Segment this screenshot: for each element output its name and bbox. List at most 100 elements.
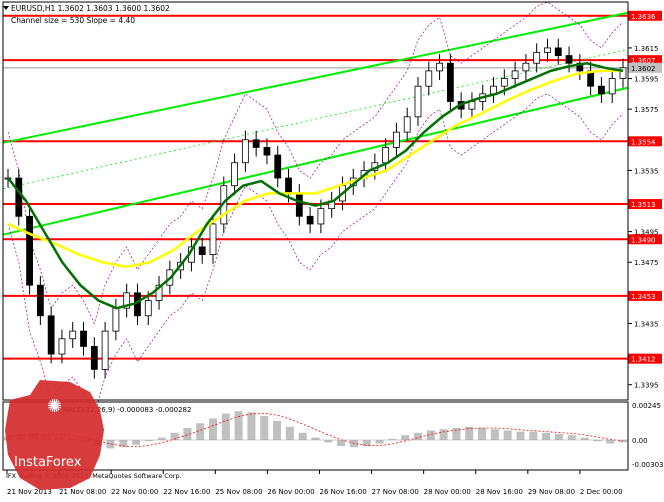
level-badge (628, 234, 662, 245)
envelope-bands (7, 1, 624, 417)
candle-body (295, 192, 303, 217)
candle-body (414, 85, 422, 118)
candle-body (123, 292, 131, 309)
candle-body (490, 85, 497, 95)
candle-body (36, 284, 44, 317)
price-tick-label: 1.3615 (634, 45, 659, 53)
candle-body (252, 139, 260, 148)
macd-plot-frame (2, 401, 629, 471)
candle-body (511, 70, 519, 79)
candle-body (382, 147, 390, 164)
price-tick-label: 1.3495 (634, 229, 659, 237)
time-tick-label: 2 Dec 00:00 (580, 488, 623, 496)
macd-bar (106, 440, 115, 449)
ema-slow-line (7, 69, 623, 269)
logo-icon: ✺ (47, 396, 62, 417)
candle-body (425, 70, 433, 87)
channel-line (2, 11, 629, 144)
macd-bar (311, 437, 320, 440)
candle-body (263, 147, 271, 156)
candle-body (241, 139, 249, 164)
channel-line (2, 86, 629, 236)
macd-bar (529, 431, 538, 440)
candle-body (101, 330, 109, 370)
instaforex-logo: ✺ InstaForex (5, 380, 104, 490)
macd-bar (465, 426, 474, 440)
macd-bar (426, 430, 435, 440)
time-tick-label: 21 Nov 08:00 (59, 488, 106, 496)
price-plot-frame (2, 1, 629, 401)
macd-label: MACD(12,26,9) -0.000083 -0.000282 (62, 406, 191, 414)
candle-body (112, 307, 120, 332)
macd-bar (221, 413, 230, 440)
macd-bar (516, 431, 525, 440)
envelope-upper (7, 1, 624, 325)
price-tick-label: 1.3595 (634, 76, 659, 84)
macd-bar (452, 428, 461, 440)
time-tick-label: 26 Nov 00:00 (267, 488, 314, 496)
macd-axis-label: -0.00303 (632, 461, 663, 469)
macd-bar (170, 432, 179, 440)
time-tick-label: 21 Nov 2013 (7, 488, 52, 496)
macd-bar (606, 440, 615, 444)
candle-body (544, 47, 551, 53)
level-badge (628, 290, 662, 301)
macd-axis-label: 0.00245 (632, 402, 661, 410)
level-badge (628, 199, 662, 210)
copyright-watermark: IFX Trading © 2001-2013, MetaQuotes Soft… (6, 472, 182, 480)
price-tick-label: 1.3535 (634, 167, 659, 175)
macd-bar (144, 440, 153, 442)
candle-body (608, 78, 616, 95)
candle-body (58, 338, 66, 355)
candle-body (80, 330, 87, 347)
envelope-lower (7, 93, 624, 417)
candle-body (144, 300, 152, 317)
level-badge-label: 1.3602 (631, 65, 656, 73)
macd-bar (362, 440, 371, 446)
level-badge (628, 62, 662, 73)
time-tick-label: 29 Nov 08:00 (528, 488, 575, 496)
macd-bar (503, 430, 512, 440)
candle-body (209, 223, 217, 255)
macd-bar (324, 440, 333, 443)
macd-axis-label: 0.00 (632, 437, 648, 445)
candle-body (231, 162, 238, 187)
price-tick-label: 1.3435 (634, 320, 659, 328)
candle-body (533, 52, 541, 64)
candle-body (155, 284, 163, 301)
macd-bar (490, 429, 499, 440)
macd-bar (580, 437, 589, 440)
macd-bar (593, 440, 602, 442)
macd-bar (375, 440, 384, 444)
candle-body (619, 67, 627, 79)
price-tick-label: 1.3575 (634, 106, 659, 114)
level-badge (628, 136, 662, 147)
macd-bar (183, 428, 192, 440)
time-tick-label: 28 Nov 00:00 (424, 488, 471, 496)
level-badge (628, 10, 662, 21)
candle-body (468, 101, 476, 110)
time-tick-label: 26 Nov 16:00 (320, 488, 367, 496)
level-badge-label: 1.3412 (631, 356, 656, 364)
candle-body (446, 62, 454, 102)
level-badge-label: 1.3607 (631, 57, 656, 65)
macd-bar (273, 420, 282, 440)
level-badge (628, 55, 662, 66)
candle-body (274, 154, 282, 179)
time-tick-label: 25 Nov 08:00 (215, 488, 262, 496)
levels-group: 1.36361.36071.36021.35541.35131.34901.34… (3, 10, 662, 364)
macd-bar (247, 412, 256, 440)
symbol-arrow-icon (3, 6, 9, 10)
candle-body (198, 246, 206, 255)
level-badge-label: 1.3453 (631, 293, 656, 301)
macd-bar (196, 423, 205, 440)
logo-text: InstaForex (14, 455, 82, 470)
price-tick-label: 1.3395 (634, 382, 659, 390)
candle-body (522, 62, 530, 72)
candle-body (554, 47, 562, 56)
macd-bar (414, 432, 422, 440)
level-badge-label: 1.3513 (631, 201, 656, 209)
